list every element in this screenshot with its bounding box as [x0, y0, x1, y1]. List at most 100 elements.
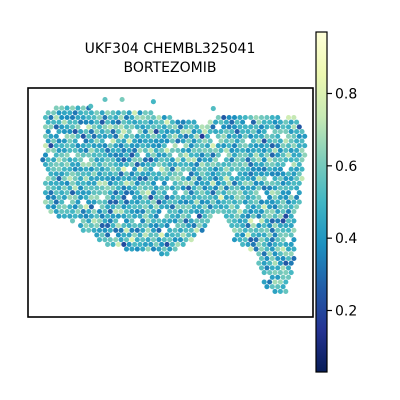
spot-point [258, 208, 265, 215]
spot-point [275, 152, 281, 158]
spot-point [285, 152, 292, 158]
spot-point [42, 199, 49, 205]
spot-point [142, 232, 148, 238]
spot-point [172, 161, 178, 168]
spot-point [80, 114, 86, 121]
spot-point [56, 147, 62, 153]
spot-point [183, 199, 189, 205]
spot-point [218, 204, 224, 210]
spot-point [134, 114, 140, 121]
spot-point [69, 161, 76, 168]
spot-point [283, 138, 289, 144]
spot-point [86, 133, 92, 139]
spot-point [59, 171, 65, 177]
spot-point [272, 147, 278, 153]
spot-point [148, 166, 154, 172]
spot-point [75, 208, 81, 215]
spot-point [242, 208, 248, 215]
spot-point [267, 185, 273, 191]
spot-point [59, 161, 65, 168]
spot-point [226, 133, 232, 139]
spot-point [285, 171, 292, 177]
spot-point [221, 171, 227, 177]
spot-point [285, 124, 292, 130]
spot-point [94, 223, 100, 229]
spot-point [42, 190, 49, 196]
spot-point [207, 157, 213, 163]
spot-point [153, 213, 159, 219]
spot-point [264, 133, 270, 139]
spot-point [231, 227, 238, 233]
spot-point [272, 194, 278, 200]
spot-point [267, 119, 273, 125]
spot-point [113, 133, 119, 139]
spot-point [113, 114, 119, 121]
spot-point [161, 171, 167, 177]
spot-point [110, 129, 116, 135]
spot-point [296, 199, 302, 205]
spot-point [129, 152, 135, 158]
spot-point [186, 213, 192, 219]
spot-point [202, 213, 208, 219]
spot-point [294, 129, 300, 135]
spot-point [142, 176, 148, 182]
spot-point [48, 208, 54, 215]
spot-point [175, 232, 181, 238]
spot-point [183, 133, 189, 139]
spot-point [240, 213, 246, 219]
spot-point [107, 152, 113, 158]
spot-point [123, 171, 130, 177]
spot-point [269, 246, 275, 252]
spot-point [61, 166, 67, 172]
spot-point [188, 180, 194, 186]
spot-point [288, 241, 294, 247]
spot-point [196, 223, 202, 229]
spot-point [121, 213, 127, 219]
spot-point [153, 147, 159, 153]
spot-point [167, 124, 173, 130]
spot-point [199, 161, 205, 168]
spot-point [48, 180, 54, 186]
spot-point [229, 185, 235, 191]
spot-point [134, 133, 140, 139]
spot-point [277, 279, 283, 285]
spot-point [169, 213, 175, 219]
spot-point [48, 161, 54, 168]
spot-point [248, 246, 254, 252]
spot-point [113, 237, 119, 243]
spot-point [294, 176, 300, 182]
spot-point [256, 241, 262, 247]
spot-point [94, 157, 100, 163]
spot-point [240, 129, 246, 135]
spot-point [56, 138, 62, 144]
spot-point [137, 157, 143, 163]
spot-point [78, 166, 84, 172]
spot-point [51, 110, 57, 116]
spot-point [253, 208, 259, 215]
spot-point [296, 161, 302, 168]
spot-point [91, 190, 97, 196]
colorbar-ticks: 0.2 0.4 0.6 0.8 [327, 86, 357, 320]
spot-point [59, 190, 65, 196]
spot-point [78, 110, 84, 116]
spot-point [245, 204, 251, 210]
spot-point [164, 157, 170, 163]
spot-point [72, 129, 78, 135]
spot-point [51, 194, 57, 200]
spot-point [258, 180, 265, 186]
spot-point [86, 152, 92, 158]
spot-point [245, 147, 251, 153]
spot-point [186, 157, 192, 163]
spot-point [248, 237, 254, 243]
spot-point [75, 161, 81, 168]
spot-point [288, 270, 294, 276]
spot-point [102, 152, 108, 158]
spot-point [226, 114, 232, 121]
spot-point [302, 133, 308, 139]
spot-point [218, 119, 224, 125]
spot-point [237, 133, 243, 139]
spot-point [123, 199, 130, 205]
spot-point [42, 133, 49, 139]
spot-point [210, 190, 216, 196]
spot-point [164, 213, 170, 219]
